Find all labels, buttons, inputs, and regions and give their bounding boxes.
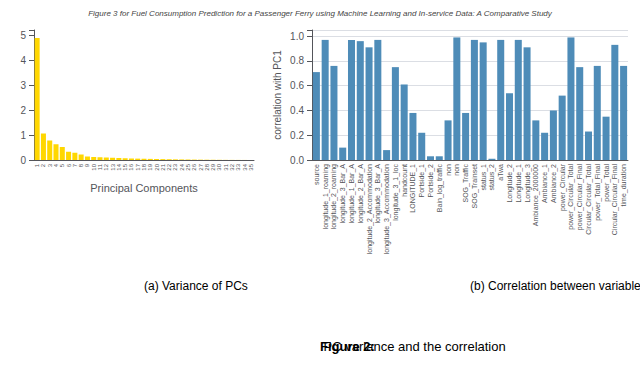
svg-text:longitude_1_Bar_A: longitude_1_Bar_A [348,164,356,224]
svg-text:longitude_3_Accommodation: longitude_3_Accommodation [383,164,391,254]
svg-text:10: 10 [91,163,97,170]
svg-text:aTwa: aTwa [497,164,504,181]
svg-text:2: 2 [40,163,46,167]
svg-text:source: source [313,164,320,185]
svg-text:Principal Components: Principal Components [90,182,198,194]
svg-text:13: 13 [110,163,116,170]
svg-text:27: 27 [198,163,204,170]
svg-text:power_Circular_Total: power_Circular_Total [567,164,575,230]
svg-text:23: 23 [172,163,178,170]
svg-text:12: 12 [103,163,109,170]
svg-text:Portside_2: Portside_2 [427,164,435,198]
svg-text:15: 15 [122,163,128,170]
svg-text:4: 4 [20,55,26,66]
svg-text:3: 3 [47,163,53,167]
svg-text:29: 29 [210,163,216,170]
svg-text:PC variance and the correlatio: PC variance and the correlation [320,339,506,354]
svg-text:2: 2 [20,105,26,116]
svg-text:7: 7 [72,163,78,167]
svg-text:(b) Correlation between variab: (b) Correlation between variables and PC… [470,279,640,293]
svg-text:correlation with PC1: correlation with PC1 [272,50,283,140]
svg-text:17: 17 [135,163,141,170]
svg-text:4: 4 [53,163,59,167]
svg-text:non: non [445,164,452,176]
svg-text:power_Total_Final: power_Total_Final [594,164,602,221]
svg-text:26: 26 [191,163,197,170]
svg-text:non: non [453,164,460,176]
svg-text:19: 19 [147,163,153,170]
svg-text:3: 3 [20,80,26,91]
svg-text:Longitude_1: Longitude_1 [515,164,523,203]
svg-text:0.6: 0.6 [290,80,304,91]
svg-text:Portside_1: Portside_1 [418,164,426,198]
svg-text:20: 20 [154,163,160,170]
svg-text:longitude_3_Bar_A: longitude_3_Bar_A [339,164,347,224]
svg-text:33: 33 [235,163,241,170]
svg-text:1: 1 [34,163,40,167]
svg-text:5: 5 [59,163,65,167]
svg-text:31: 31 [223,163,229,170]
svg-text:14: 14 [116,163,122,170]
svg-text:longitude_3_1_loc: longitude_3_1_loc [392,164,400,221]
svg-text:Longitude_2: Longitude_2 [506,164,514,203]
svg-text:0.8: 0.8 [290,55,304,66]
svg-text:status_1: status_1 [480,164,488,191]
svg-text:18: 18 [141,163,147,170]
svg-text:Ambiance_2: Ambiance_2 [550,164,558,203]
svg-text:11: 11 [97,163,103,170]
svg-text:Ambiance_2000000: Ambiance_2000000 [532,164,540,226]
svg-text:power_Circular_Final: power_Circular_Final [576,164,584,231]
svg-text:Ambiance_1: Ambiance_1 [541,164,549,203]
svg-text:0.2: 0.2 [290,130,304,141]
svg-text:9: 9 [84,163,90,167]
svg-text:8: 8 [78,163,84,167]
svg-text:LONGITUDE_1: LONGITUDE_1 [409,164,417,213]
svg-text:1.0: 1.0 [290,31,304,42]
svg-text:Longitude_3: Longitude_3 [524,164,532,203]
svg-text:longitude_2_Bar_A: longitude_2_Bar_A [357,164,365,224]
svg-text:25: 25 [185,163,191,170]
svg-text:(a) Variance of PCs: (a) Variance of PCs [144,279,248,293]
svg-text:longitude_1_roaming: longitude_1_roaming [322,164,330,229]
svg-text:longitude_3_Bar_A: longitude_3_Bar_A [374,164,382,224]
svg-text:16: 16 [128,163,134,170]
svg-text:power_Total: power_Total [603,164,611,202]
svg-text:Bain_log_traffic: Bain_log_traffic [436,164,444,213]
svg-text:22: 22 [166,163,172,170]
svg-text:longitude_2_roaming: longitude_2_roaming [330,164,338,229]
svg-text:time_duration: time_duration [620,164,628,207]
svg-text:power_Circular: power_Circular [559,163,567,211]
svg-text:SOG_Trainset: SOG_Trainset [471,164,479,209]
svg-text:1: 1 [20,130,26,141]
svg-text:34: 34 [242,163,248,170]
svg-text:SOG_Traffic: SOG_Traffic [462,164,470,203]
svg-text:handcount: handcount [401,164,408,197]
svg-text:35: 35 [248,163,254,170]
svg-text:longitude_2_Accommodation: longitude_2_Accommodation [366,164,374,254]
svg-text:Circular_Circular_Total: Circular_Circular_Total [585,164,593,235]
svg-text:Figure 3 for Fuel Consumption: Figure 3 for Fuel Consumption Prediction… [88,9,553,18]
svg-text:30: 30 [216,163,222,170]
svg-text:0: 0 [20,155,26,166]
svg-text:0.4: 0.4 [290,105,304,116]
svg-text:28: 28 [204,163,210,170]
svg-text:6: 6 [66,163,72,167]
svg-text:24: 24 [179,163,185,170]
svg-text:32: 32 [229,163,235,170]
svg-text:21: 21 [160,163,166,170]
svg-text:Circular_Circular_Final: Circular_Circular_Final [611,164,619,236]
svg-text:0.0: 0.0 [290,155,304,166]
svg-text:5: 5 [20,30,26,41]
svg-text:status_2: status_2 [488,164,496,191]
